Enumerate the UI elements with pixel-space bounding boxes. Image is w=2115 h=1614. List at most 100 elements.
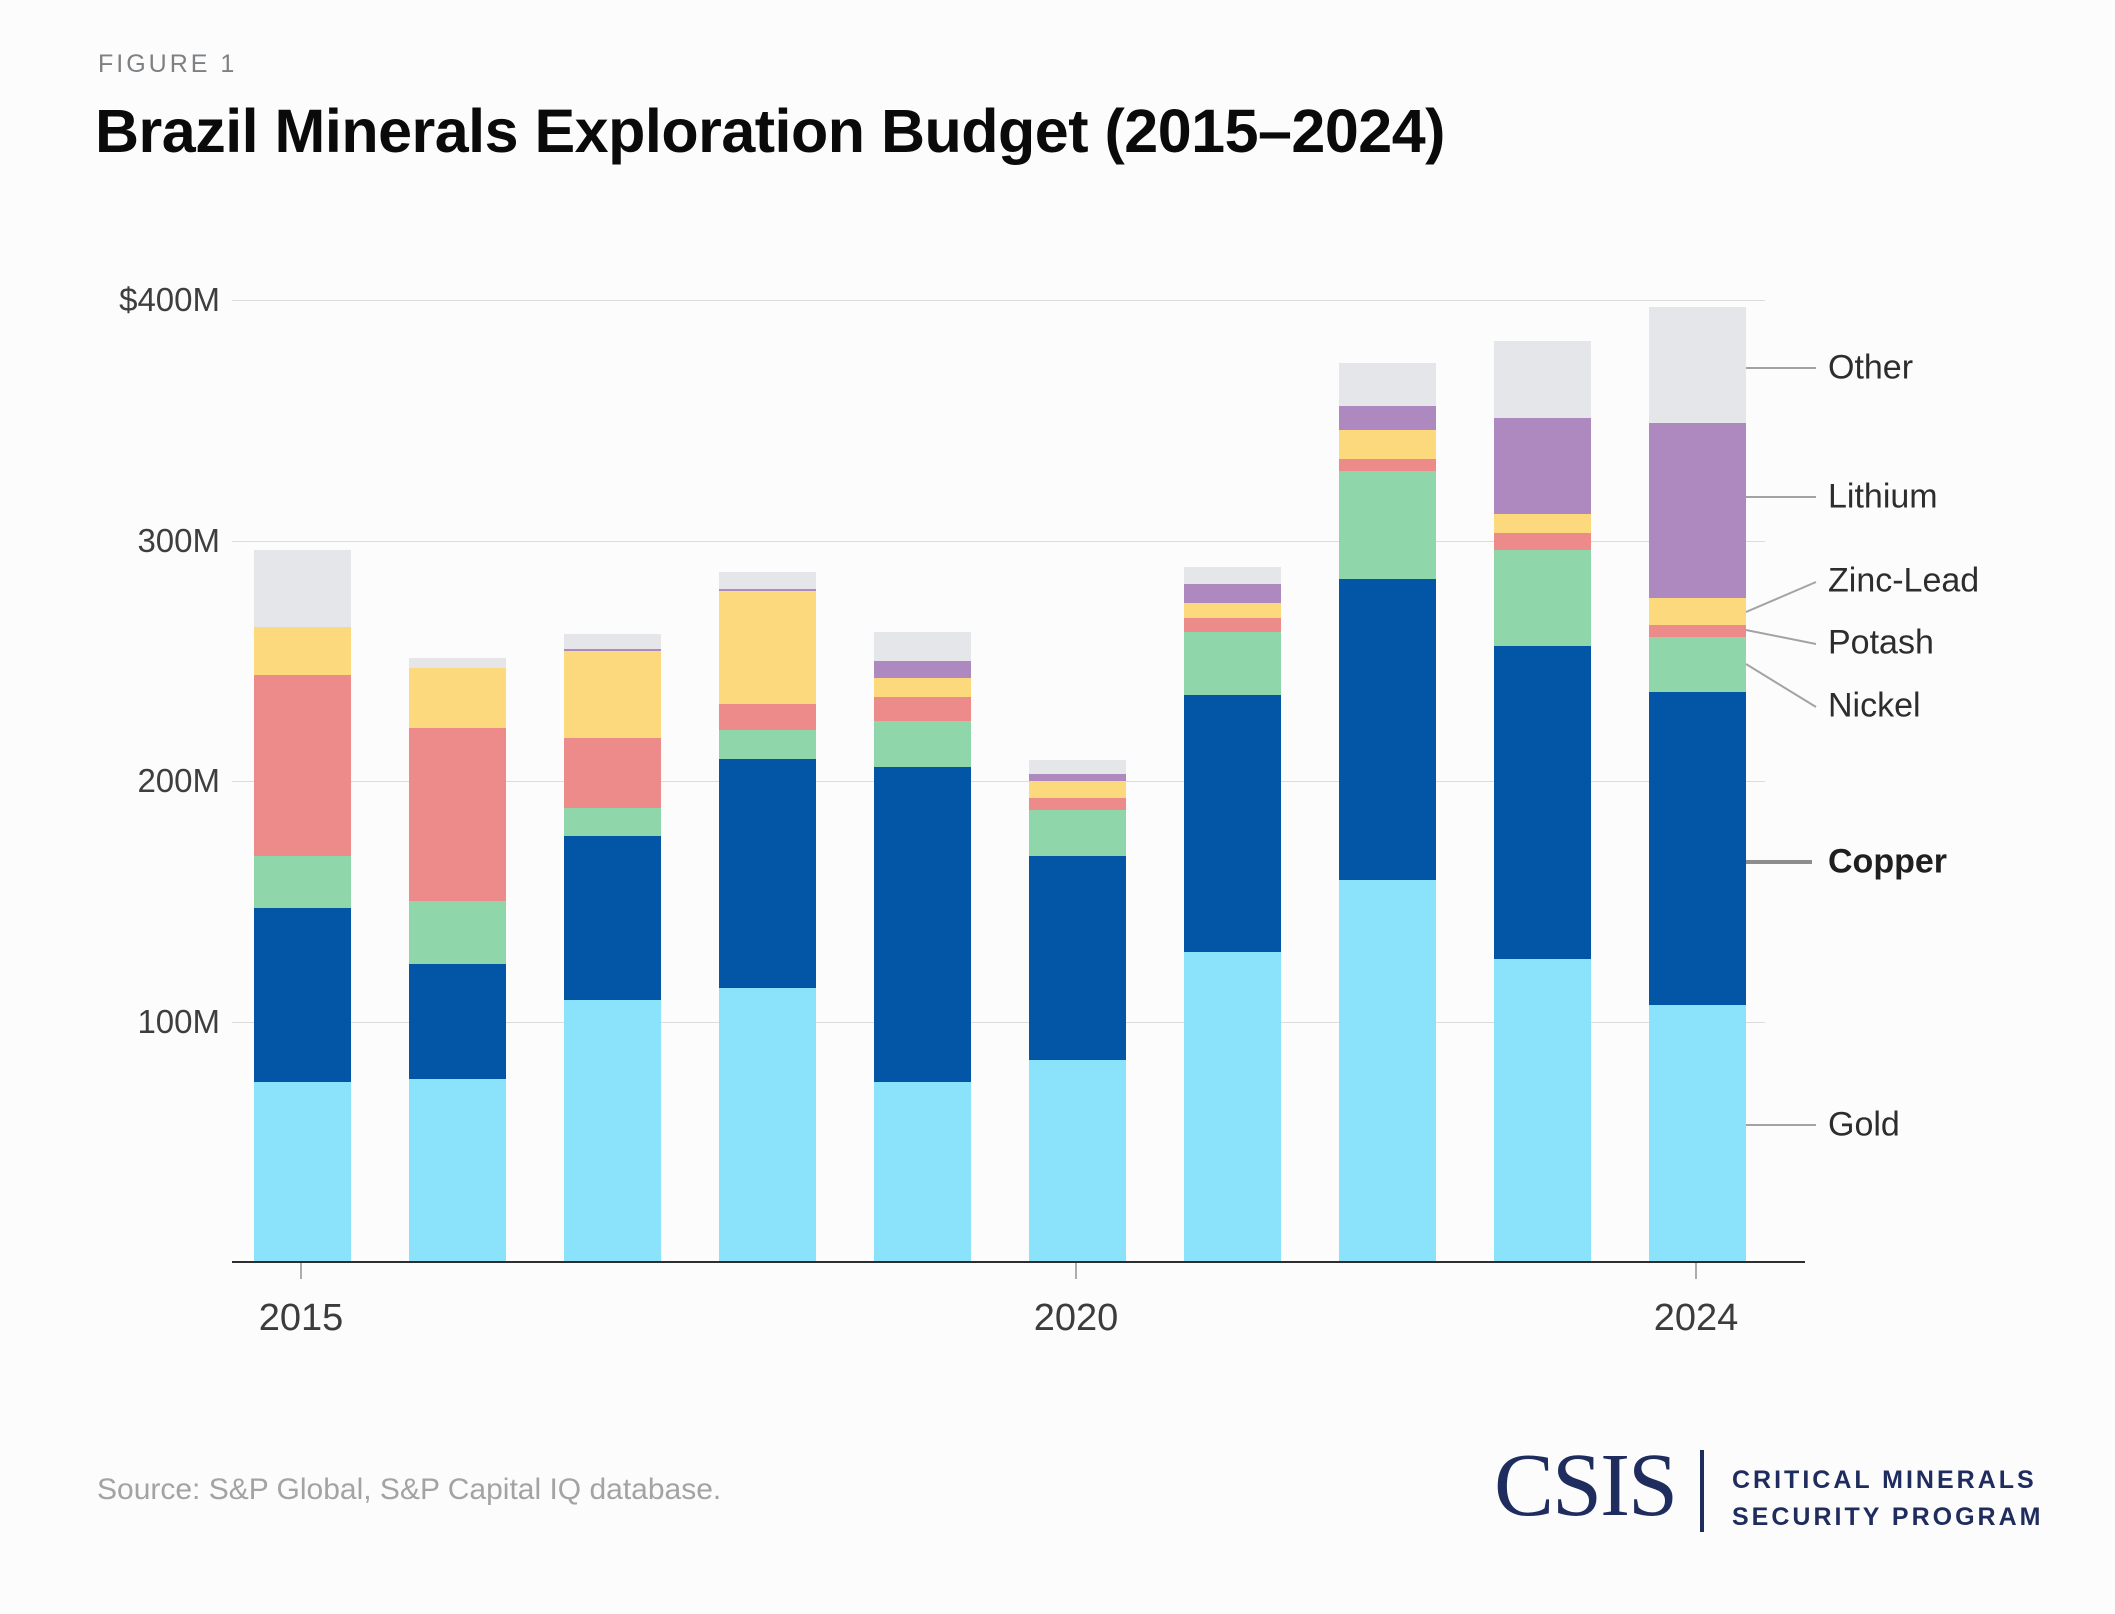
bar-2015 — [253, 550, 351, 1262]
bar-segment-zinc-lead-2023 — [1493, 514, 1591, 534]
bar-segment-nickel-2022 — [1338, 470, 1436, 580]
bar-segment-gold-2023 — [1493, 959, 1591, 1262]
bar-segment-nickel-2020 — [1028, 809, 1126, 856]
csis-program-name: CRITICAL MINERALS SECURITY PROGRAM — [1732, 1462, 2043, 1536]
bar-segment-lithium-2018 — [718, 588, 816, 591]
bar-segment-other-2016 — [408, 658, 506, 669]
bar-segment-potash-2019 — [873, 696, 971, 721]
bar-segment-zinc-lead-2021 — [1183, 603, 1281, 618]
bar-segment-copper-2019 — [873, 766, 971, 1082]
x-axis-label-2020: 2020 — [1033, 1297, 1119, 1339]
bar-2024 — [1648, 307, 1746, 1262]
gridline-400 — [232, 300, 1765, 301]
bar-segment-nickel-2024 — [1648, 636, 1746, 693]
page-title: Brazil Minerals Exploration Budget (2015… — [95, 97, 1445, 165]
csis-program-line1: CRITICAL MINERALS — [1732, 1466, 2037, 1494]
bar-segment-potash-2018 — [718, 703, 816, 731]
x-axis-label-2024: 2024 — [1653, 1297, 1739, 1339]
legend-label-nickel: Nickel — [1828, 686, 1921, 725]
bar-segment-potash-2017 — [563, 737, 661, 808]
y-axis-label-100: 100M — [137, 1002, 220, 1040]
bar-segment-nickel-2016 — [408, 901, 506, 964]
leader-line-potash — [1745, 629, 1817, 645]
bar-segment-other-2020 — [1028, 759, 1126, 774]
y-axis-label-200: 200M — [137, 762, 220, 799]
bar-2017 — [563, 634, 661, 1262]
csis-logo-divider — [1700, 1450, 1704, 1532]
bar-segment-copper-2016 — [408, 963, 506, 1080]
bar-segment-other-2021 — [1183, 567, 1281, 585]
bar-segment-copper-2022 — [1338, 579, 1436, 880]
legend-label-copper: Copper — [1828, 842, 1947, 881]
bar-segment-copper-2015 — [253, 908, 351, 1082]
bar-segment-other-2015 — [253, 550, 351, 628]
leader-line-zinc-lead — [1745, 581, 1817, 613]
bar-segment-lithium-2019 — [873, 660, 971, 678]
x-axis-tick-2020 — [1075, 1263, 1077, 1279]
bar-segment-gold-2021 — [1183, 951, 1281, 1262]
bar-segment-zinc-lead-2016 — [408, 668, 506, 729]
bar-segment-potash-2022 — [1338, 458, 1436, 471]
bar-segment-gold-2015 — [253, 1081, 351, 1262]
bar-segment-gold-2020 — [1028, 1060, 1126, 1262]
bar-segment-nickel-2018 — [718, 730, 816, 760]
bar-segment-zinc-lead-2018 — [718, 590, 816, 704]
bar-segment-gold-2022 — [1338, 879, 1436, 1262]
bar-segment-other-2024 — [1648, 307, 1746, 423]
bar-segment-zinc-lead-2019 — [873, 677, 971, 697]
legend-label-gold: Gold — [1828, 1105, 1900, 1144]
bar-segment-other-2022 — [1338, 362, 1436, 406]
bar-2019 — [873, 631, 971, 1262]
csis-logo-wordmark: CSIS — [1494, 1436, 1678, 1535]
bar-segment-other-2019 — [873, 631, 971, 661]
legend-label-potash: Potash — [1828, 623, 1934, 662]
bar-segment-nickel-2019 — [873, 720, 971, 767]
bar-segment-potash-2016 — [408, 728, 506, 902]
x-axis-tick-2024 — [1695, 1263, 1697, 1279]
bar-segment-copper-2023 — [1493, 646, 1591, 959]
bar-2018 — [718, 571, 816, 1262]
x-axis-label-2015: 2015 — [258, 1297, 344, 1339]
bar-segment-copper-2017 — [563, 836, 661, 1000]
bar-segment-potash-2021 — [1183, 617, 1281, 633]
bar-segment-other-2018 — [718, 571, 816, 589]
bar-segment-zinc-lead-2015 — [253, 627, 351, 676]
bar-segment-zinc-lead-2022 — [1338, 429, 1436, 459]
bar-segment-gold-2018 — [718, 987, 816, 1262]
bar-2023 — [1493, 341, 1591, 1262]
gridline-200 — [232, 781, 1765, 782]
y-axis-label-300: 300M — [137, 521, 220, 559]
bar-segment-lithium-2023 — [1493, 418, 1591, 515]
bar-segment-nickel-2021 — [1183, 632, 1281, 695]
x-axis-line — [232, 1261, 1805, 1263]
bar-segment-gold-2016 — [408, 1079, 506, 1262]
bar-segment-gold-2019 — [873, 1081, 971, 1262]
legend-label-zinc-lead: Zinc-Lead — [1828, 561, 1980, 600]
bar-segment-lithium-2022 — [1338, 405, 1436, 430]
bar-segment-gold-2017 — [563, 999, 661, 1262]
bar-segment-lithium-2024 — [1648, 422, 1746, 599]
bar-segment-copper-2024 — [1648, 692, 1746, 1005]
bar-2021 — [1183, 567, 1281, 1262]
y-axis-label-400: $400M — [119, 281, 220, 318]
bar-2016 — [408, 658, 506, 1262]
gridline-100 — [232, 1021, 1765, 1023]
bar-segment-potash-2020 — [1028, 797, 1126, 810]
legend-label-other: Other — [1828, 348, 1914, 387]
bar-segment-potash-2023 — [1493, 533, 1591, 551]
bar-segment-lithium-2017 — [563, 648, 661, 652]
bar-2020 — [1028, 759, 1126, 1262]
bar-segment-potash-2024 — [1648, 624, 1746, 637]
figure-label: FIGURE 1 — [98, 50, 238, 78]
gridline-300 — [232, 540, 1765, 542]
bar-2022 — [1338, 362, 1436, 1262]
bar-segment-other-2023 — [1493, 341, 1591, 419]
source-note: Source: S&P Global, S&P Capital IQ datab… — [97, 1473, 722, 1506]
legend-label-lithium: Lithium — [1828, 477, 1938, 516]
bar-segment-nickel-2015 — [253, 855, 351, 909]
bar-segment-zinc-lead-2024 — [1648, 598, 1746, 625]
bar-segment-nickel-2017 — [563, 807, 661, 837]
bar-segment-nickel-2023 — [1493, 550, 1591, 647]
leader-line-nickel — [1745, 663, 1817, 708]
